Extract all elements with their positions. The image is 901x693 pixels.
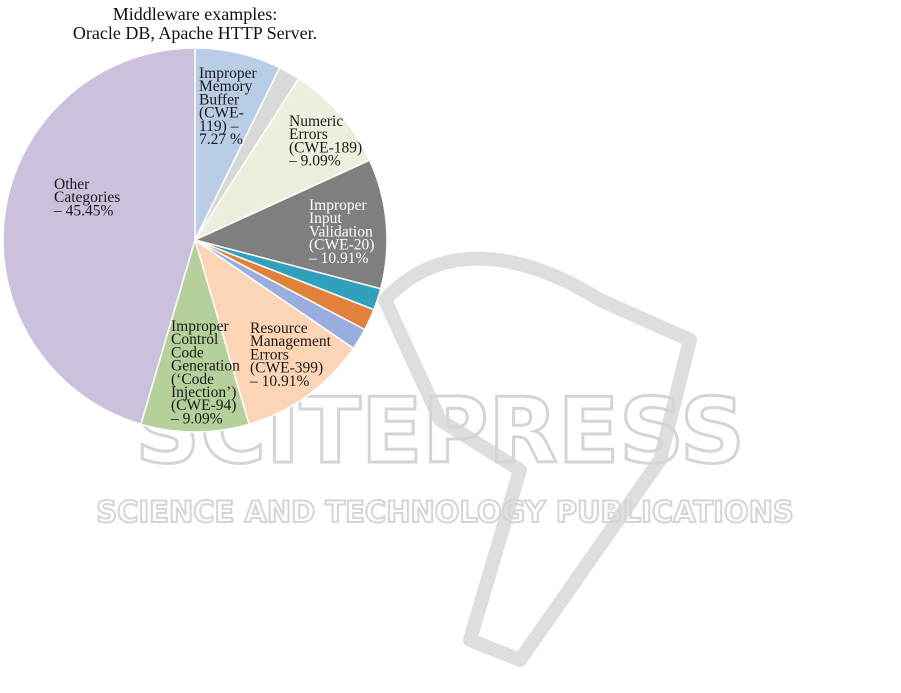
- slice-label-line: Control: [171, 331, 218, 348]
- watermark-book-shape: [378, 251, 697, 667]
- slice-label-line: Generation: [171, 358, 240, 375]
- slice-label-line: Errors: [250, 346, 289, 363]
- pie-labels: Improper Memory Buffer (CWE-119) –7.27 %Num…: [53, 65, 374, 427]
- slice-label-line: (CWE-: [199, 105, 244, 122]
- slice-label-line: Improper: [309, 197, 368, 214]
- pie-slice-2: [192, 77, 371, 242]
- slice-label-line: Validation: [309, 223, 373, 240]
- slice-label-line: Resource: [250, 320, 308, 337]
- slice-label-line: (CWE-399): [250, 360, 323, 377]
- pie-slice-9: [2, 47, 196, 426]
- slice-label-line: 7.27 %: [199, 131, 243, 148]
- slice-label-line: 119) –: [199, 118, 239, 135]
- pie-slice-3: [192, 159, 388, 290]
- slice-label-line: – 9.09%: [288, 153, 341, 170]
- slice-label-line: Management: [250, 333, 332, 350]
- slice-label-line: Improper: [199, 65, 258, 82]
- slice-label-3: Improper Input Validation (CWE-20) – 10.91%: [308, 197, 374, 267]
- pie-slice-7: [193, 238, 355, 426]
- pie-slice-8: [139, 237, 250, 433]
- slice-label-line: – 45.45%: [53, 202, 114, 219]
- slice-label-line: – 10.91%: [249, 373, 310, 390]
- slice-label-line: (‘Code: [171, 371, 214, 388]
- slice-label-line: – 10.91%: [308, 250, 369, 267]
- chart-subtitle: Oracle DB, Apache HTTP Server.: [73, 23, 317, 43]
- slice-label-line: Code: [171, 344, 204, 361]
- slice-label-line: (CWE-189): [289, 139, 362, 156]
- slice-label-line: Buffer: [199, 91, 240, 108]
- slice-label-line: Other: [54, 176, 90, 193]
- slice-label-2: Numeric Errors (CWE-189) – 9.09%: [288, 113, 362, 170]
- pie-chart: [2, 47, 388, 433]
- slice-label-line: Errors: [289, 126, 328, 143]
- slice-label-line: Input: [309, 210, 342, 227]
- slice-label-line: Numeric: [289, 113, 343, 130]
- slice-label-line: Injection’): [171, 384, 236, 401]
- watermark-sub-text: SCIENCE AND TECHNOLOGY PUBLICATIONS: [96, 495, 794, 529]
- slice-label-line: Categories: [54, 189, 120, 206]
- slice-label-line: (CWE-94): [171, 397, 236, 414]
- slice-label-line: Memory: [199, 78, 253, 95]
- slice-label-7: Resource Management Errors (CWE-399) – 10.91…: [249, 320, 332, 390]
- slice-label-line: (CWE-20): [309, 237, 374, 254]
- slice-label-9: Other Categories – 45.45%: [53, 176, 120, 219]
- slice-label-line: – 9.09%: [170, 410, 223, 427]
- slice-label-0: Improper Memory Buffer (CWE-119) –7.27 %: [199, 65, 258, 148]
- chart-title: Middleware examples:: [113, 4, 277, 24]
- slice-label-line: Improper: [171, 318, 230, 335]
- slice-label-8: Improper Control Code Generation (‘Code Injec…: [170, 318, 240, 427]
